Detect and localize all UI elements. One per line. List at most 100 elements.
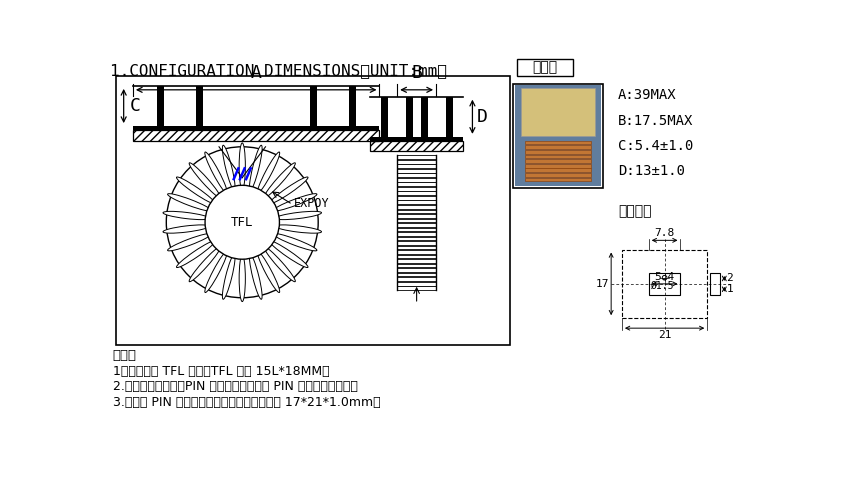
Bar [397,218,435,222]
Bar [397,160,435,163]
Circle shape [661,275,666,280]
Ellipse shape [222,145,235,190]
Bar [397,264,435,267]
Text: 备注：: 备注： [112,349,136,362]
Ellipse shape [167,233,211,251]
Bar [513,84,602,188]
Ellipse shape [249,254,262,299]
Ellipse shape [204,251,227,293]
Ellipse shape [167,194,211,211]
Ellipse shape [264,247,295,282]
Text: 1，进出线穿 TFL 套管，TFL 尺寸 15L*18MM。: 1，进出线穿 TFL 套管，TFL 尺寸 15L*18MM。 [112,365,329,378]
Bar [370,141,463,151]
Text: D:13±1.0: D:13±1.0 [618,164,684,179]
Bar [521,88,594,136]
Bar [397,201,435,204]
Bar [397,173,435,177]
Text: 底板尺寸: 底板尺寸 [618,204,651,218]
Text: A: A [250,64,262,82]
Bar [710,273,720,295]
Ellipse shape [275,211,321,219]
Bar [157,86,164,126]
Ellipse shape [176,177,215,204]
Ellipse shape [264,163,295,198]
Ellipse shape [257,152,279,193]
Text: Ø1.5: Ø1.5 [649,280,673,290]
Bar [397,259,435,263]
Bar [421,97,428,137]
Bar [397,205,435,209]
Bar [397,286,435,290]
Bar [397,237,435,240]
Bar [648,273,680,295]
Bar [116,76,509,345]
Bar [397,192,435,195]
Bar [397,187,435,191]
Bar [397,155,435,159]
Bar [397,250,435,254]
Text: A:39MAX: A:39MAX [618,88,676,102]
Ellipse shape [222,254,235,299]
Ellipse shape [189,163,220,198]
Bar [525,150,590,154]
Text: B: B [411,64,422,82]
Text: TFL: TFL [231,216,253,229]
Bar [397,246,435,250]
Text: C:5.4±1.0: C:5.4±1.0 [618,139,693,153]
Text: D: D [475,108,486,126]
Bar [525,178,590,182]
Text: 7.8: 7.8 [653,228,674,238]
Ellipse shape [176,241,215,268]
Bar [195,86,203,126]
Bar [621,250,706,318]
Text: C: C [130,97,141,115]
Text: 17: 17 [596,279,609,289]
Ellipse shape [275,225,321,233]
Bar [525,159,590,163]
Bar [397,282,435,285]
Ellipse shape [257,251,279,293]
Ellipse shape [273,233,317,251]
Bar [397,178,435,182]
Bar [397,277,435,281]
Bar [397,223,435,227]
Bar [348,86,356,126]
Bar [381,97,388,137]
Bar [406,97,412,137]
Circle shape [166,147,318,298]
Ellipse shape [204,152,227,193]
Bar [397,164,435,168]
Bar [310,86,317,126]
Bar [133,126,379,130]
Text: 21: 21 [657,331,671,341]
Bar [397,268,435,272]
Bar [133,130,379,141]
Bar [525,168,590,172]
Bar [397,196,435,200]
Text: 5.4: 5.4 [653,272,674,282]
Ellipse shape [269,177,308,204]
Text: 3.底板与 PIN 脚接触处点胶固定，底板尺寸为 17*21*1.0mm。: 3.底板与 PIN 脚接触处点胶固定，底板尺寸为 17*21*1.0mm。 [112,396,380,409]
Bar [397,255,435,258]
Ellipse shape [163,225,209,233]
Bar [397,241,435,245]
Bar [446,97,452,137]
Ellipse shape [163,211,209,219]
Ellipse shape [269,241,308,268]
Bar [397,182,435,186]
Text: 2.穿底板注意脚位，PIN 脚面朝上，左边的 PIN 脚在左上角方位。: 2.穿底板注意脚位，PIN 脚面朝上，左边的 PIN 脚在左上角方位。 [112,380,357,393]
Text: EXPOY: EXPOY [294,196,330,209]
Bar [397,232,435,236]
Text: B:17.5MAX: B:17.5MAX [618,114,693,127]
Bar [517,59,573,76]
Circle shape [204,185,279,259]
Bar [397,169,435,172]
Bar [370,137,463,141]
Bar [525,145,590,149]
Bar [397,209,435,213]
Bar [515,85,601,186]
Bar [525,155,590,159]
Ellipse shape [239,143,245,189]
Ellipse shape [273,194,317,211]
Ellipse shape [239,255,245,302]
